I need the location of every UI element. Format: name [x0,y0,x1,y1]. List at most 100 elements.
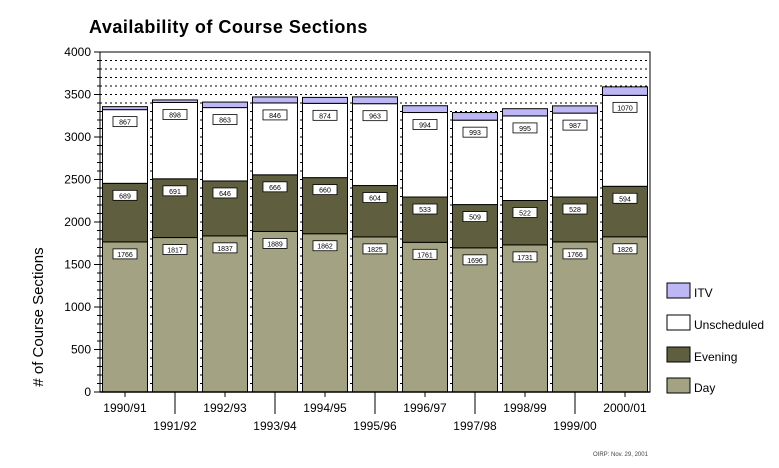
data-label-box [512,122,538,134]
x-tick-label: 1993/94 [253,419,297,433]
bar-segment-itv [402,105,448,114]
bar-segment-day [302,233,348,393]
y-axis-label: # of Course Sections [30,247,47,386]
data-label-box [562,248,588,260]
data-label: 691 [169,189,181,196]
data-label-box [412,203,438,215]
data-label: 867 [119,120,131,127]
data-label-box [612,101,638,113]
data-label-box [212,114,238,125]
data-label-box [412,119,438,130]
data-label: 995 [519,126,531,133]
data-label-box [462,126,488,138]
data-label: 1862 [317,244,333,251]
legend: ITV Unscheduled Evening Day [666,282,764,395]
data-label-box [312,184,338,196]
data-label: 863 [219,118,231,125]
data-label: 1070 [617,105,633,112]
y-tick-label: 1000 [64,300,91,314]
y-tick-label: 3500 [64,88,91,102]
data-label: 666 [269,185,281,192]
x-tick-label: 1991/92 [153,419,197,433]
bar-segment-day [452,247,498,393]
data-label-box [262,109,288,121]
y-tick-label: 2000 [64,215,91,229]
y-tick-label: 3000 [64,130,91,144]
data-label-box [362,192,388,203]
data-label-box [362,110,388,122]
bar-segment-itv [302,96,348,104]
legend-label: ITV [694,286,713,300]
x-tick-label: 1990/91 [103,401,147,415]
data-label: 646 [219,191,231,198]
data-label-box [362,243,388,255]
data-label: 1696 [467,258,483,265]
data-label-box [512,207,538,218]
legend-label: Day [694,381,715,395]
legend-swatch-itv [666,282,691,299]
data-label-box [212,242,238,254]
x-tick-label: 1998/99 [503,401,547,415]
y-tick-label: 1500 [64,258,91,272]
bar-segment-itv [152,99,198,103]
data-label: 963 [369,114,381,121]
bar-segment-day [252,230,298,393]
data-label: 898 [169,112,181,119]
y-tick-label: 2500 [64,173,91,187]
bar-segment-day [502,244,548,393]
bar-segment-itv [452,112,498,121]
y-tick-label: 0 [84,385,91,399]
data-label: 1817 [167,248,183,255]
x-tick-label: 1992/93 [203,401,247,415]
legend-swatch-day [666,377,691,394]
data-label-box [162,185,188,197]
bar-segment-day [602,236,648,393]
data-label: 604 [369,196,381,203]
data-label-box [512,251,538,263]
bar-segment-day [102,241,148,393]
data-label-box [112,189,138,201]
data-label: 1826 [617,247,633,254]
x-tick-label: 1999/00 [553,419,597,433]
data-label: 522 [519,210,531,217]
data-label: 533 [419,207,431,214]
data-label: 987 [569,123,581,130]
data-label-box [162,109,188,120]
legend-swatch-evening [666,346,691,363]
data-label-box [612,192,638,204]
data-label-box [612,243,638,255]
data-label: 846 [269,113,281,120]
y-axis: 0 500 1000 1500 2000 2500 3000 3500 4000 [64,45,100,399]
bar-segment-unscheduled [502,115,548,201]
data-label-box [412,248,438,260]
bar-segment-day [202,235,248,393]
legend-swatch-unscheduled [666,314,691,331]
footnote: OIRP: Nov. 29, 2001 [593,452,649,458]
data-label-box [262,181,288,193]
x-tick-label: 1996/97 [403,401,447,415]
data-label-box [262,238,288,249]
bar-segment-itv [102,106,148,111]
data-label-box [562,203,588,215]
data-label: 528 [569,207,581,214]
bar-segment-evening [152,178,198,239]
y-tick-label: 4000 [64,45,91,59]
data-label-box [562,119,588,131]
bar-segment-itv [602,86,648,96]
data-label: 874 [319,113,331,120]
data-label: 660 [319,188,331,195]
x-tick-label: 2000/01 [603,401,647,415]
bar-segment-day [352,236,398,393]
data-label: 1766 [567,252,583,259]
data-label-box [312,240,338,252]
data-label-box [162,244,188,255]
data-label-box [112,248,138,260]
bar-segment-evening [452,204,498,249]
x-tick-label: 1994/95 [303,401,347,415]
bar-segment-day [152,237,198,393]
bar-segment-itv [202,101,248,109]
data-label-box [312,109,338,121]
bar-segment-itv [352,96,398,105]
chart-title: Availability of Course Sections [89,17,368,37]
